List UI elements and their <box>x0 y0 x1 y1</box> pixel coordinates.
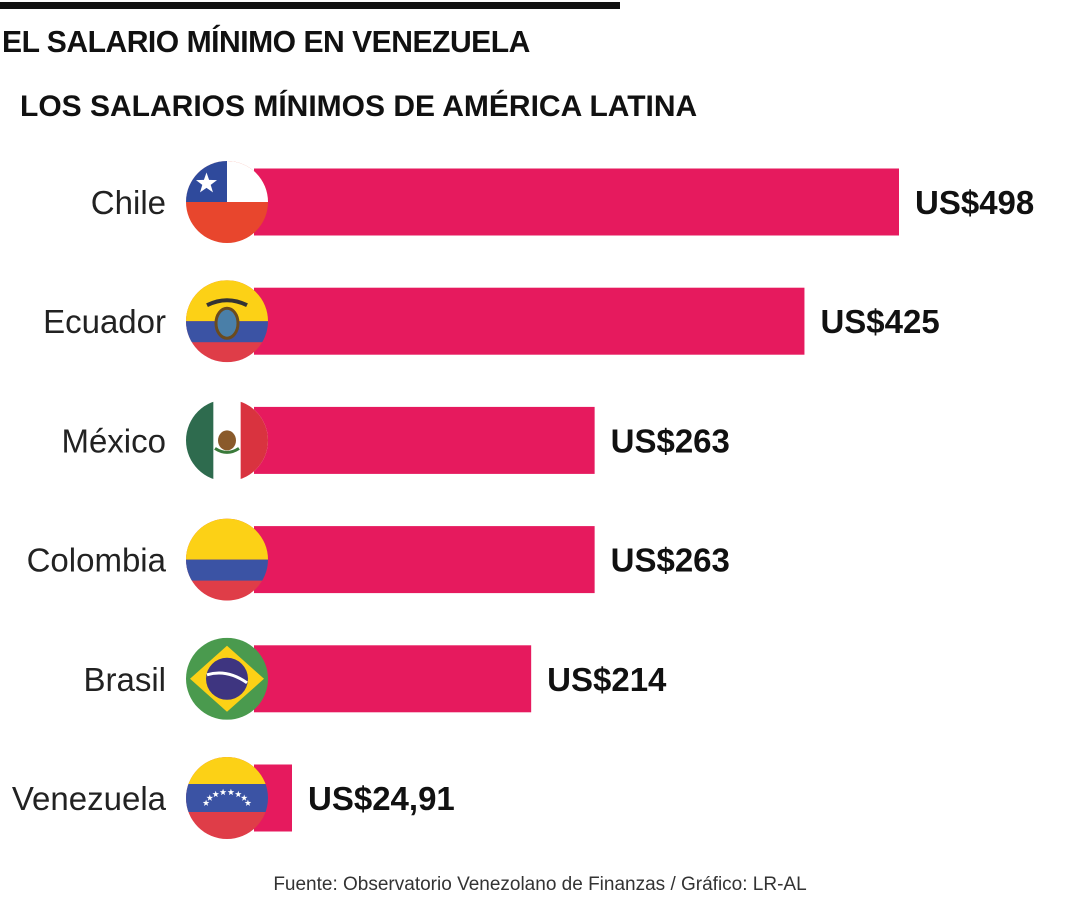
category-label: Chile <box>91 184 166 221</box>
category-label: Colombia <box>27 542 167 579</box>
value-label: US$263 <box>611 422 730 459</box>
value-label: US$24,91 <box>308 780 455 817</box>
bar-ecuador <box>254 287 805 355</box>
category-label: Venezuela <box>12 780 167 817</box>
value-label: US$498 <box>915 184 1034 221</box>
value-label: US$214 <box>547 661 667 698</box>
source-text: Fuente: Observatorio Venezolano de Finan… <box>273 874 807 895</box>
ecuador-flag-icon <box>186 280 268 363</box>
chart-title: LOS SALARIOS MÍNIMOS DE AMÉRICA LATINA <box>20 90 698 123</box>
page-title: EL SALARIO MÍNIMO EN VENEZUELA <box>2 24 530 59</box>
category-label: México <box>61 422 166 459</box>
bar-colombia <box>254 526 595 594</box>
brazil-flag-icon <box>186 637 268 720</box>
chile-flag-icon <box>186 161 268 243</box>
source-note: Fuente: Observatorio Venezolano de Finan… <box>0 874 1080 896</box>
venezuela-flag-icon <box>186 757 268 839</box>
bar-chile <box>254 168 899 236</box>
value-label: US$425 <box>820 303 939 340</box>
mexico-flag-icon <box>186 399 268 482</box>
colombia-flag-icon <box>186 518 268 601</box>
value-label: US$263 <box>611 542 730 579</box>
category-label: Ecuador <box>43 303 166 340</box>
top-rule <box>0 2 620 9</box>
category-label: Brasil <box>83 661 166 698</box>
bar-brasil <box>254 645 532 713</box>
bar-méxico <box>254 406 595 474</box>
